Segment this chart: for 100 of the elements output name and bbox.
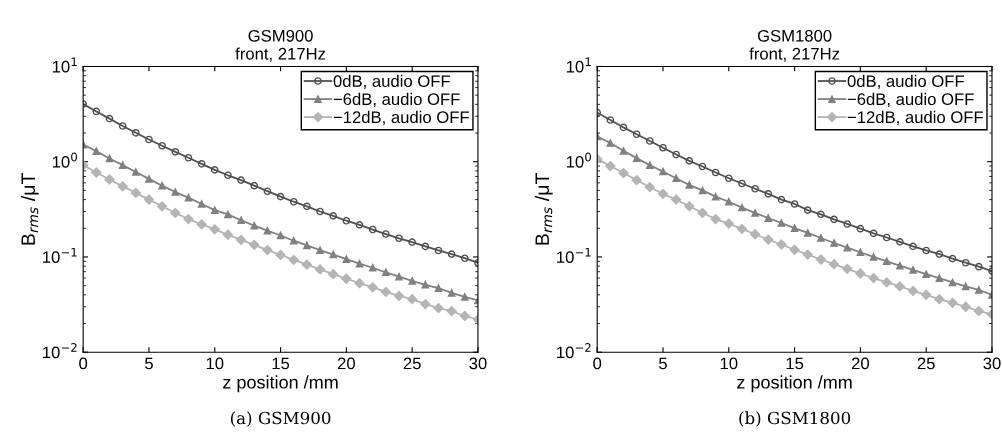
point: [235, 234, 247, 246]
point: [803, 229, 812, 237]
point: [446, 305, 457, 317]
point: [104, 174, 115, 185]
point: [158, 181, 166, 190]
point: [407, 294, 418, 305]
point: [329, 212, 338, 220]
point: [237, 216, 245, 225]
point: [393, 290, 405, 302]
point: [434, 246, 443, 255]
point: [197, 159, 206, 168]
point: [328, 269, 339, 280]
point: [659, 143, 667, 152]
point: [380, 286, 391, 297]
point: [420, 298, 431, 310]
point: [210, 166, 219, 174]
chart-title: GSM900: [248, 29, 313, 42]
point: [263, 226, 272, 235]
point: [672, 174, 680, 183]
point: [631, 175, 642, 186]
chart-subtitle: front, 217Hz: [749, 47, 840, 62]
point: [262, 244, 273, 256]
point: [815, 254, 827, 265]
point: [289, 236, 298, 245]
point: [790, 200, 799, 208]
point: [856, 224, 865, 233]
point: [171, 188, 180, 196]
point: [646, 161, 654, 169]
point: [975, 262, 983, 271]
point: [789, 244, 800, 255]
point: [368, 263, 377, 272]
point: [856, 248, 865, 257]
x-tick-label: 15: [272, 357, 290, 370]
point: [289, 197, 298, 206]
point: [751, 209, 759, 217]
point: [776, 239, 787, 250]
legend-label: −6dB, audio OFF: [847, 92, 974, 108]
point: [421, 242, 430, 251]
point: [157, 201, 168, 212]
x-tick-label: 10: [206, 357, 224, 370]
point: [619, 123, 628, 132]
point: [170, 207, 181, 219]
point: [764, 214, 773, 222]
point: [342, 216, 351, 225]
point: [237, 176, 245, 184]
point: [724, 174, 733, 183]
point: [896, 238, 904, 246]
point: [355, 259, 364, 268]
point: [184, 153, 193, 162]
legend-label: 0dB, audio OFF: [333, 74, 450, 89]
point: [790, 224, 799, 232]
x-tick-label: 30: [469, 357, 487, 370]
point: [803, 206, 812, 214]
legend-label: 0dB, audio OFF: [847, 74, 964, 89]
point: [644, 182, 655, 193]
x-tick-label: 10: [720, 357, 738, 370]
point: [828, 259, 840, 270]
point: [303, 202, 311, 211]
point: [619, 147, 628, 155]
point: [460, 293, 469, 301]
point: [882, 257, 891, 266]
point: [685, 157, 694, 165]
x-axis-title: z position /mm: [737, 375, 852, 393]
point: [751, 184, 759, 193]
text: (a) GSM900: [230, 411, 331, 427]
x-tick-label: 30: [983, 357, 1001, 370]
x-tick-label: 20: [851, 357, 869, 370]
legend-label: −12dB, audio OFF: [333, 110, 469, 126]
point: [434, 284, 443, 292]
point: [329, 250, 338, 259]
point: [881, 277, 892, 288]
point: [973, 305, 984, 317]
point: [354, 278, 365, 289]
point: [896, 261, 904, 270]
point: [659, 167, 667, 176]
point: [118, 122, 127, 130]
point: [698, 162, 707, 171]
point: [145, 135, 153, 144]
x-tick-label: 0: [79, 357, 88, 370]
point: [763, 234, 774, 245]
point: [382, 268, 390, 277]
point: [143, 194, 155, 205]
point: [303, 241, 311, 250]
point: [222, 229, 234, 240]
point: [948, 278, 957, 287]
point: [711, 168, 720, 177]
point: [421, 280, 430, 289]
point: [395, 234, 403, 243]
point: [657, 188, 669, 199]
x-tick-label: 5: [659, 357, 667, 370]
point: [830, 239, 838, 247]
point: [922, 246, 931, 255]
point: [961, 282, 970, 291]
legend-label: −12dB, audio OFF: [847, 110, 983, 126]
chart-subtitle: front, 217Hz: [235, 47, 326, 62]
point: [842, 263, 853, 274]
point: [935, 274, 944, 282]
point: [698, 186, 707, 195]
point: [868, 272, 879, 284]
y-tick-label: 10$^{−1}$: [557, 247, 591, 264]
